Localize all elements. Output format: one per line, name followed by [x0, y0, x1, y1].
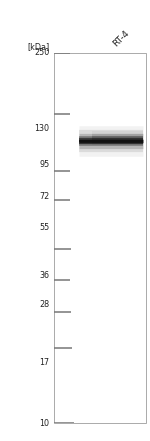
- Text: 55: 55: [39, 223, 50, 232]
- Text: 36: 36: [39, 272, 50, 280]
- Text: 72: 72: [39, 192, 50, 201]
- Text: 250: 250: [34, 49, 50, 57]
- Text: 17: 17: [39, 358, 50, 367]
- Text: RT-4: RT-4: [111, 29, 130, 49]
- Text: [kDa]: [kDa]: [27, 42, 50, 51]
- Text: 10: 10: [39, 419, 50, 428]
- Text: 95: 95: [39, 160, 50, 169]
- Text: 130: 130: [34, 123, 50, 133]
- Text: 28: 28: [39, 300, 50, 310]
